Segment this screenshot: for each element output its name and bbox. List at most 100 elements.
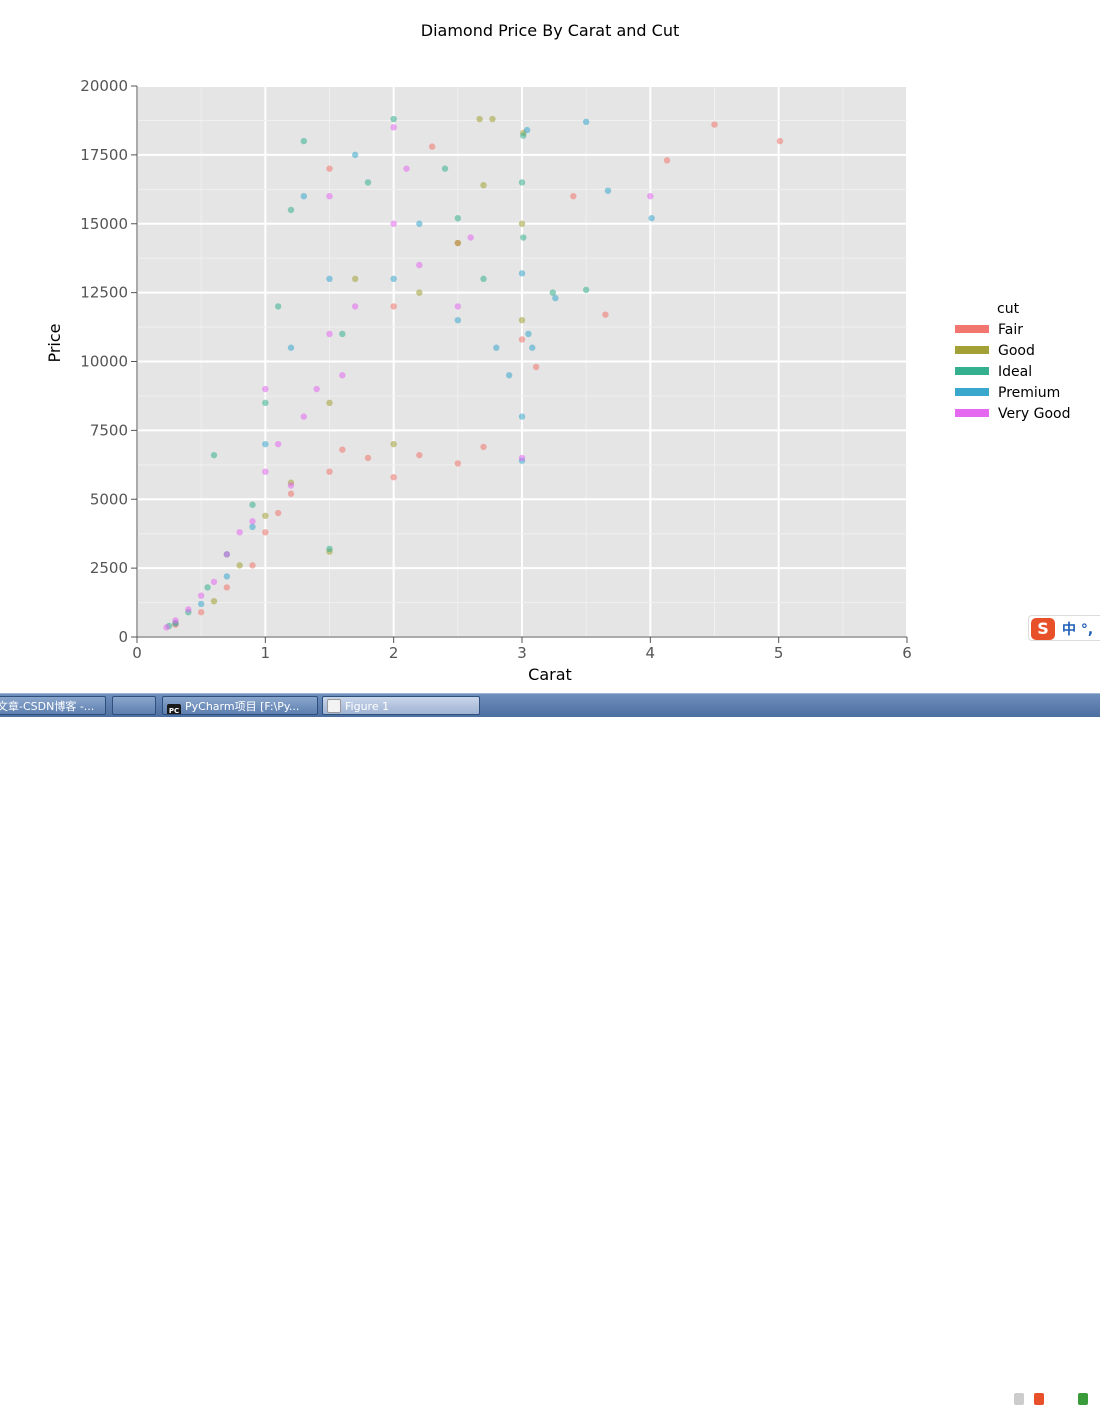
legend-item: Ideal xyxy=(955,364,1032,380)
ime-mode-indicator[interactable]: 中 °, xyxy=(1062,622,1094,638)
data-point xyxy=(520,132,527,139)
data-point xyxy=(326,468,333,475)
data-point xyxy=(428,143,436,150)
grid-lines xyxy=(136,85,908,638)
data-point xyxy=(549,289,556,296)
data-point xyxy=(262,529,269,536)
data-point xyxy=(647,193,654,200)
data-point xyxy=(249,523,256,530)
data-point xyxy=(204,584,211,591)
data-point xyxy=(390,303,397,310)
data-point xyxy=(416,220,423,227)
data-point xyxy=(390,275,397,283)
taskbar: 文章-CSDN博客 -... PC PyCharm项目 [F:\Py... Fig… xyxy=(0,693,1100,1405)
data-points xyxy=(163,115,784,631)
data-point xyxy=(489,115,496,123)
data-point xyxy=(518,454,526,462)
data-point xyxy=(326,545,333,553)
data-point xyxy=(454,303,462,310)
data-point xyxy=(249,501,256,508)
data-point xyxy=(582,118,590,126)
data-point xyxy=(663,157,671,164)
data-point xyxy=(326,399,333,407)
x-tick-label: 4 xyxy=(646,644,656,662)
data-point xyxy=(454,215,462,222)
legend-title: cut xyxy=(997,301,1020,317)
legend-label: Good xyxy=(998,343,1035,359)
taskbar-button-pycharm[interactable]: PC PyCharm项目 [F:\Py... xyxy=(162,696,318,715)
data-point xyxy=(287,206,295,214)
tray-icon[interactable] xyxy=(1014,1393,1024,1405)
security-shield-icon[interactable] xyxy=(112,696,156,715)
legend-item: Good xyxy=(955,343,1035,359)
data-point xyxy=(480,275,487,283)
data-point xyxy=(287,344,295,351)
y-tick-label: 12500 xyxy=(80,284,128,302)
data-point xyxy=(262,468,269,475)
data-point xyxy=(262,399,269,407)
data-point xyxy=(210,578,218,586)
sogou-tray-icon[interactable] xyxy=(1034,1393,1044,1405)
taskbar-button-csdn[interactable]: 文章-CSDN博客 -... xyxy=(0,696,106,715)
legend-swatch xyxy=(955,346,989,354)
legend-item: Fair xyxy=(955,322,1023,338)
data-point xyxy=(339,446,346,453)
ime-toolbar[interactable]: S 中 °, xyxy=(1028,615,1100,641)
legend-swatch xyxy=(955,409,989,417)
data-point xyxy=(274,303,282,310)
data-point xyxy=(529,344,536,351)
y-axis-label: Price xyxy=(45,323,64,362)
data-point xyxy=(351,275,359,283)
data-point xyxy=(711,121,718,128)
x-tick-label: 5 xyxy=(774,644,784,662)
data-point xyxy=(403,165,410,172)
data-point xyxy=(262,440,269,448)
data-point xyxy=(604,187,612,194)
data-point xyxy=(520,234,527,241)
system-tray[interactable] xyxy=(1010,1391,1100,1409)
x-axis-ticks: 0 1 2 3 4 5 6 xyxy=(132,637,912,662)
x-axis-label: Carat xyxy=(528,665,572,684)
data-point xyxy=(416,451,423,459)
data-point xyxy=(197,600,205,608)
y-tick-label: 17500 xyxy=(80,146,128,164)
data-point xyxy=(197,609,205,616)
data-point xyxy=(326,330,333,338)
data-point xyxy=(523,126,531,134)
data-point xyxy=(223,584,231,591)
x-tick-label: 3 xyxy=(517,644,527,662)
data-point xyxy=(454,239,462,247)
data-point xyxy=(454,460,462,467)
figure-window-icon xyxy=(327,699,341,713)
data-point xyxy=(172,617,179,624)
data-point xyxy=(454,316,462,324)
data-point xyxy=(326,165,333,172)
data-point xyxy=(236,529,243,536)
data-point xyxy=(390,115,397,123)
data-point xyxy=(236,562,243,569)
data-point xyxy=(480,181,487,189)
y-tick-label: 5000 xyxy=(90,490,128,508)
data-point xyxy=(390,220,397,227)
data-point xyxy=(287,482,295,489)
data-point xyxy=(518,270,526,277)
data-point xyxy=(648,215,655,222)
data-point xyxy=(518,413,526,420)
scatter-chart: Diamond Price By Carat and Cut 0 1 2 3 4 5 6 0… xyxy=(45,21,1070,684)
data-point xyxy=(210,597,218,605)
data-point xyxy=(364,179,372,186)
security-tray-icon[interactable] xyxy=(1078,1393,1088,1405)
taskbar-button-figure[interactable]: Figure 1 xyxy=(322,696,480,715)
legend-item: Very Good xyxy=(955,406,1070,422)
data-point xyxy=(518,179,526,186)
data-point xyxy=(351,151,359,159)
data-point xyxy=(313,385,320,393)
series-very-good xyxy=(163,124,654,631)
y-tick-label: 10000 xyxy=(80,353,128,371)
data-point xyxy=(262,512,269,519)
sogou-logo-icon[interactable]: S xyxy=(1031,618,1055,640)
data-point xyxy=(518,220,526,227)
x-tick-label: 6 xyxy=(902,644,912,662)
data-point xyxy=(223,573,231,580)
data-point xyxy=(582,286,590,294)
